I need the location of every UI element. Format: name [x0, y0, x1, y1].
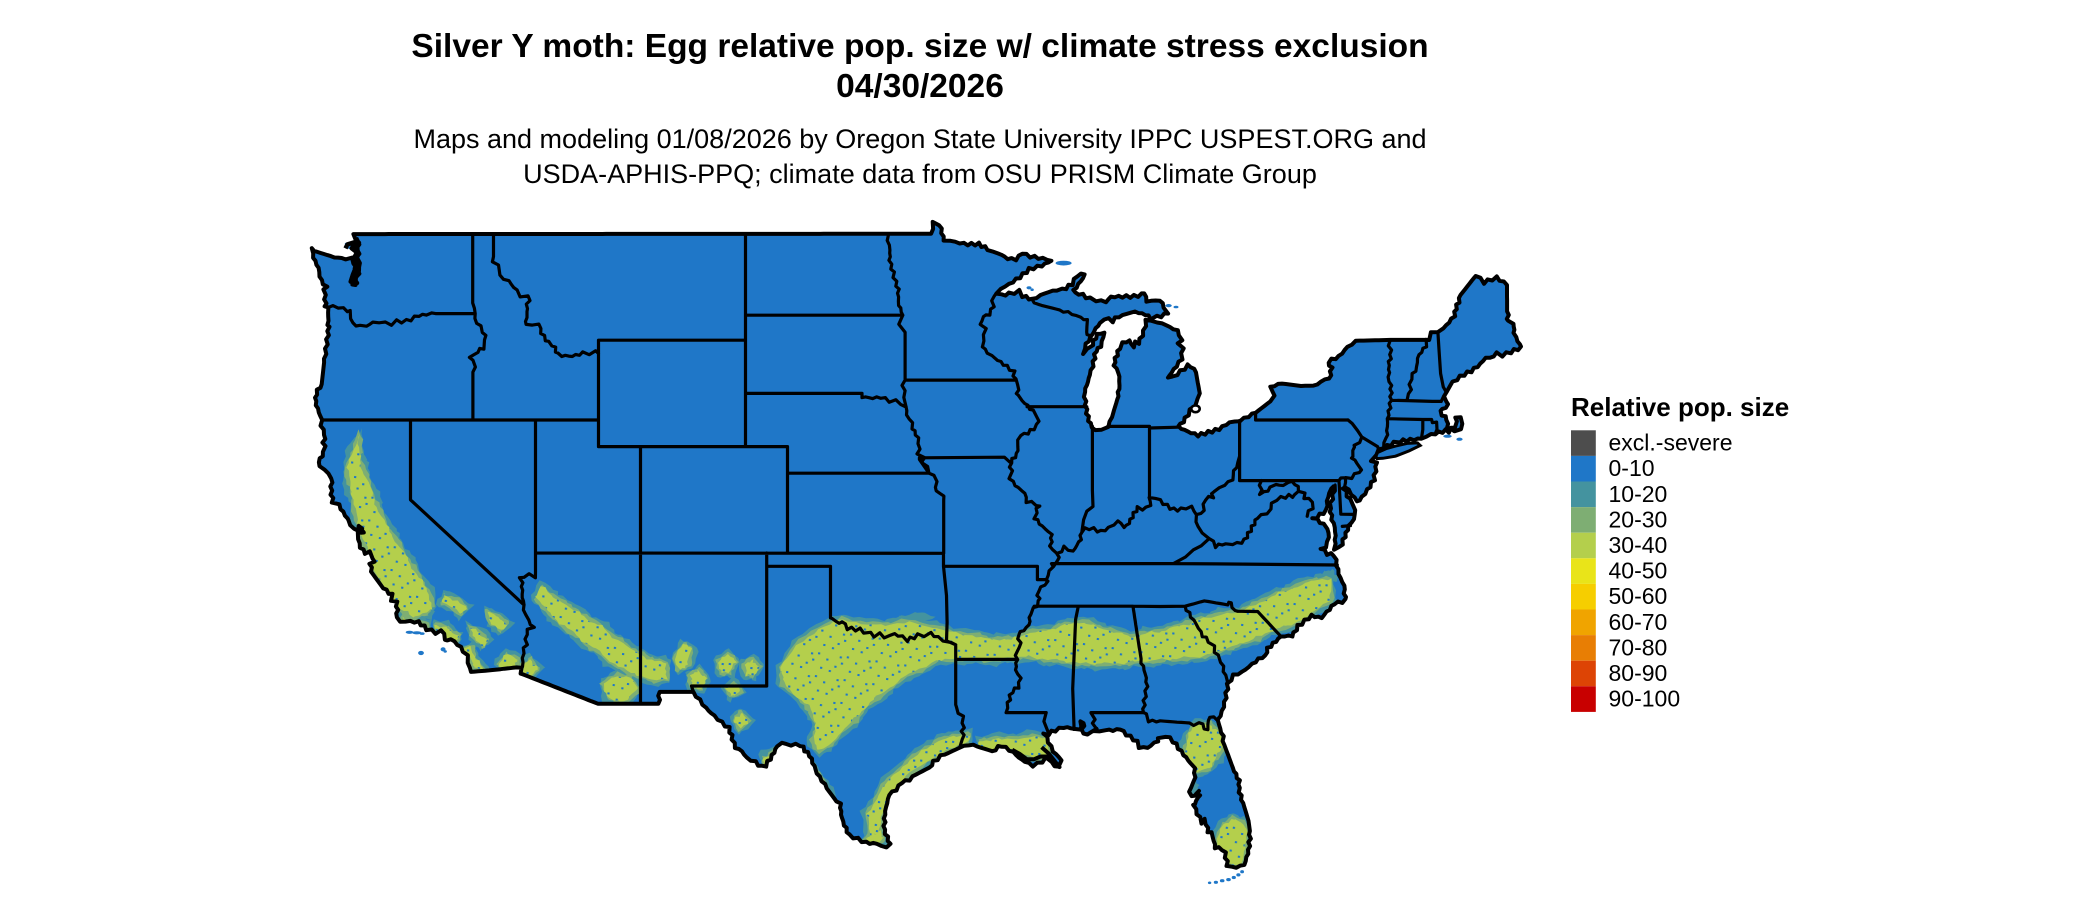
svg-text:70-80: 70-80 [1609, 634, 1668, 660]
svg-text:USDA-APHIS-PPQ; climate data f: USDA-APHIS-PPQ; climate data from OSU PR… [523, 159, 1317, 189]
svg-text:20-30: 20-30 [1609, 506, 1668, 532]
svg-text:Maps and modeling 01/08/2026 b: Maps and modeling 01/08/2026 by Oregon S… [413, 124, 1426, 154]
svg-text:Silver Y moth: Egg relative po: Silver Y moth: Egg relative pop. size w/… [411, 28, 1428, 65]
svg-text:90-100: 90-100 [1609, 686, 1681, 712]
svg-text:excl.-severe: excl.-severe [1609, 430, 1733, 456]
svg-text:30-40: 30-40 [1609, 532, 1668, 558]
svg-text:Relative pop. size: Relative pop. size [1571, 392, 1789, 422]
svg-text:40-50: 40-50 [1609, 558, 1668, 584]
svg-text:60-70: 60-70 [1609, 609, 1668, 635]
svg-text:80-90: 80-90 [1609, 660, 1668, 686]
svg-text:50-60: 50-60 [1609, 583, 1668, 609]
svg-text:0-10: 0-10 [1609, 455, 1655, 481]
svg-text:10-20: 10-20 [1609, 481, 1668, 507]
svg-text:04/30/2026: 04/30/2026 [836, 68, 1004, 105]
